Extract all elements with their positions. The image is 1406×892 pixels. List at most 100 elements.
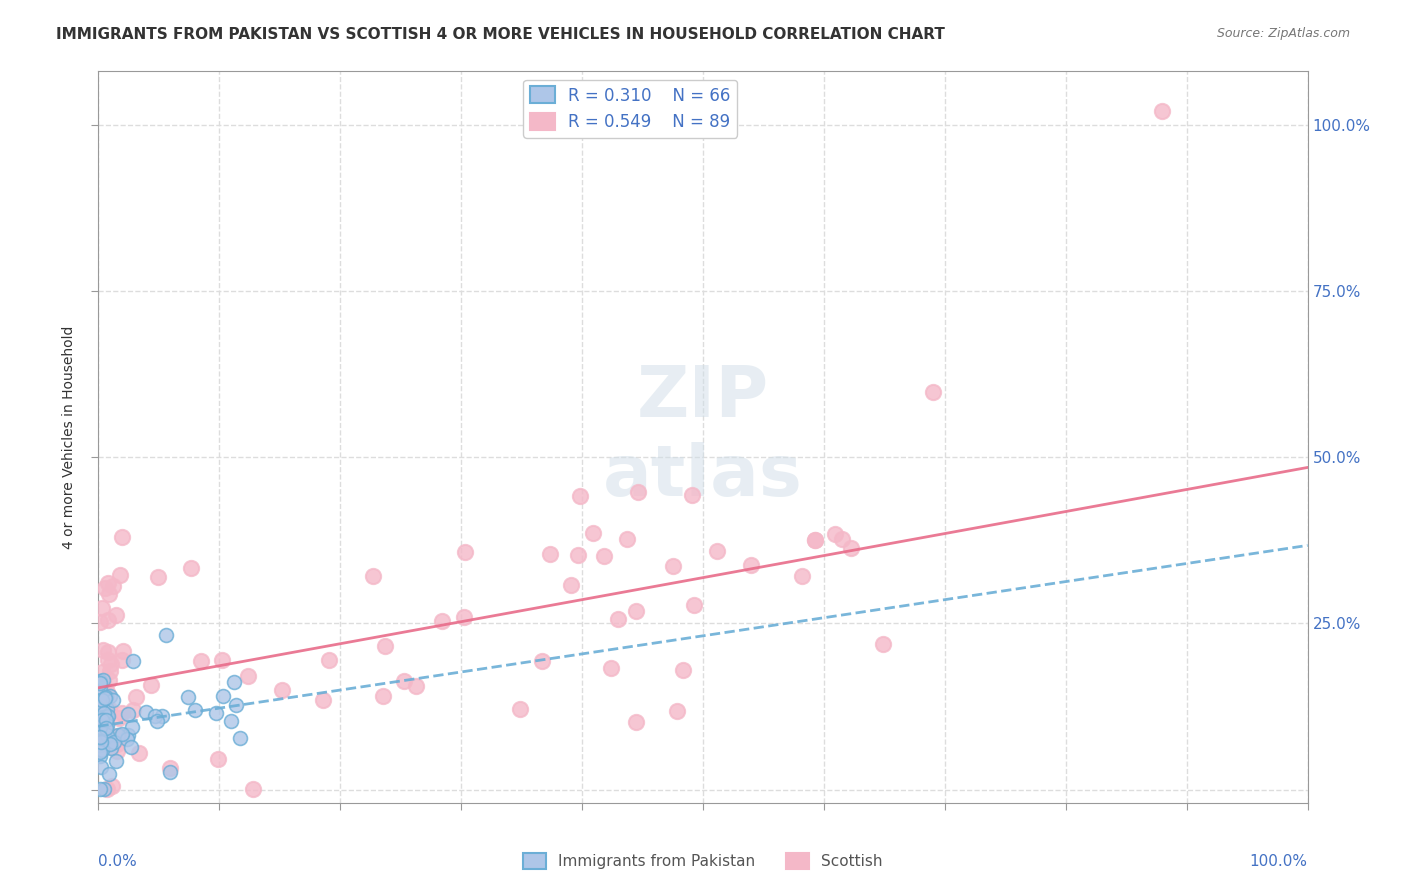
Point [122, 655, 145, 669]
Point [97, 709, 120, 723]
Point [94, 690, 117, 704]
Point [90, 735, 112, 749]
Point [225, 698, 247, 712]
Point [145, 709, 167, 723]
Point [89, 781, 111, 796]
Point [89, 690, 111, 705]
Point [790, 569, 813, 583]
Point [211, 689, 233, 703]
Point [190, 654, 212, 668]
Point [374, 639, 396, 653]
Point [804, 533, 827, 548]
Point [103, 693, 125, 707]
Point [567, 548, 589, 562]
Point [538, 548, 561, 562]
Point [105, 737, 128, 751]
Point [101, 579, 124, 593]
Point [101, 740, 124, 755]
Point [180, 561, 202, 575]
Point [626, 715, 648, 730]
Point [90, 720, 112, 734]
Point [96, 701, 118, 715]
Point [219, 714, 242, 728]
Point [509, 702, 531, 716]
Point [89, 693, 111, 707]
Point [839, 541, 862, 556]
Point [101, 779, 124, 793]
Legend: R = 0.310    N = 66, R = 0.549    N = 89: R = 0.310 N = 66, R = 0.549 N = 89 [523, 79, 738, 137]
Point [600, 661, 623, 675]
Point [110, 730, 132, 744]
Point [89, 711, 111, 725]
Point [97, 645, 120, 659]
Point [108, 568, 131, 582]
Point [184, 703, 207, 717]
Point [117, 707, 139, 722]
Point [89, 720, 111, 734]
Text: 100.0%: 100.0% [1250, 854, 1308, 869]
Point [453, 609, 475, 624]
Point [740, 558, 762, 573]
Point [666, 704, 689, 718]
Point [104, 754, 127, 768]
Point [89, 697, 111, 711]
Point [90, 760, 112, 774]
Point [89, 738, 111, 752]
Point [582, 525, 605, 540]
Point [115, 732, 138, 747]
Point [125, 690, 148, 705]
Point [89, 745, 111, 759]
Text: IMMIGRANTS FROM PAKISTAN VS SCOTTISH 4 OR MORE VEHICLES IN HOUSEHOLD CORRELATION: IMMIGRANTS FROM PAKISTAN VS SCOTTISH 4 O… [56, 27, 945, 42]
Point [93, 781, 115, 796]
Point [706, 544, 728, 558]
Point [531, 654, 554, 668]
Point [222, 675, 245, 690]
Point [394, 674, 416, 689]
Point [96, 728, 118, 742]
Point [93, 729, 115, 743]
Point [96, 710, 118, 724]
Text: Source: ZipAtlas.com: Source: ZipAtlas.com [1216, 27, 1350, 40]
Point [432, 614, 454, 628]
Point [100, 728, 122, 742]
Point [91, 673, 114, 687]
Point [93, 710, 115, 724]
Point [111, 727, 134, 741]
Point [98, 664, 121, 678]
Point [139, 678, 162, 692]
Point [94, 724, 117, 739]
Point [91, 712, 114, 726]
Point [90, 742, 112, 756]
Point [89, 676, 111, 690]
Point [104, 607, 127, 622]
Point [97, 701, 120, 715]
Point [405, 679, 427, 693]
Point [89, 680, 111, 694]
Point [96, 781, 118, 796]
Point [97, 587, 120, 601]
Point [105, 744, 128, 758]
Point [145, 714, 167, 728]
Point [627, 484, 650, 499]
Legend: Immigrants from Pakistan, Scottish: Immigrants from Pakistan, Scottish [517, 847, 889, 875]
Point [872, 637, 894, 651]
Point [593, 549, 616, 563]
Point [1152, 104, 1174, 119]
Point [312, 693, 335, 707]
Point [150, 709, 173, 723]
Point [373, 689, 395, 703]
Point [569, 489, 592, 503]
Y-axis label: 4 or more Vehicles in Household: 4 or more Vehicles in Household [62, 326, 76, 549]
Point [207, 752, 229, 766]
Point [159, 761, 181, 775]
Point [831, 532, 853, 546]
Point [271, 682, 294, 697]
Point [824, 526, 846, 541]
Point [91, 600, 114, 615]
Point [94, 731, 117, 745]
Point [177, 690, 200, 705]
Point [318, 652, 340, 666]
Point [111, 706, 134, 721]
Point [681, 488, 703, 502]
Point [97, 653, 120, 667]
